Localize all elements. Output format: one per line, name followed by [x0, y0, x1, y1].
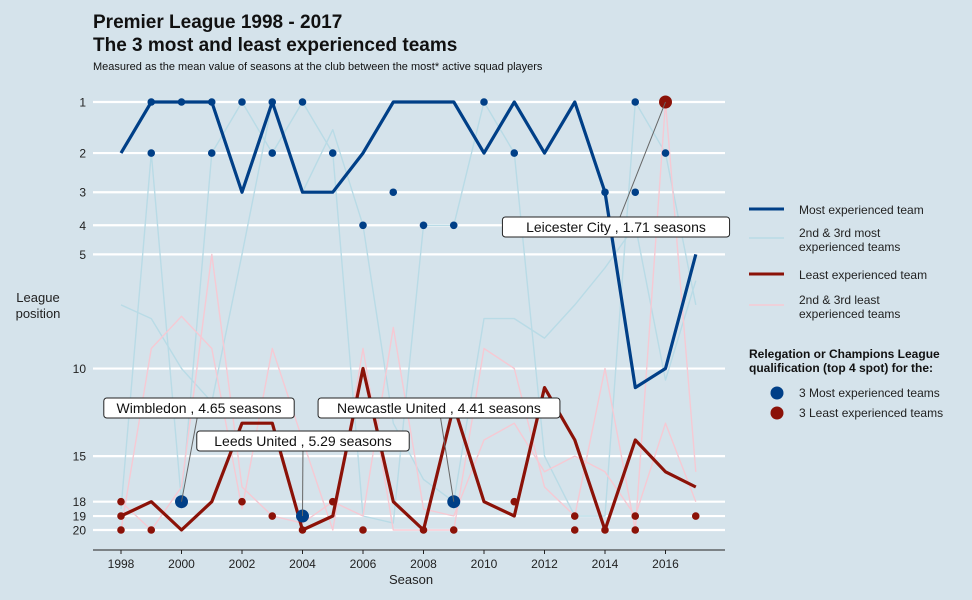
- dot-least-1998-19: [117, 512, 125, 520]
- legend-dot-title-0: Relegation or Champions League: [749, 347, 940, 361]
- dot-most-2006-4: [359, 221, 367, 230]
- annotation-leader-3: [615, 101, 666, 228]
- y-tick-label-5: 5: [79, 248, 86, 262]
- dot-most-1999-2: [147, 149, 156, 157]
- y-tick-label-3: 3: [79, 186, 86, 200]
- x-tick-label-2002: 2002: [229, 557, 256, 571]
- y-axis-title-line1: League: [16, 290, 59, 305]
- annotation-box-0: [103, 397, 295, 419]
- main-series-lines: [119, 100, 698, 532]
- series-line-least-1: [120, 366, 697, 532]
- dot-most-2014-3: [601, 188, 609, 197]
- x-axis-title: Season: [389, 572, 433, 587]
- dot-most-2001-1: [207, 98, 216, 106]
- y-tick-label-19: 19: [73, 510, 87, 524]
- dot-most-2001-2: [207, 149, 216, 157]
- legend-dot-label-least: 3 Least experienced teams: [799, 406, 943, 420]
- dot-least-2013-19: [570, 512, 579, 520]
- dot-least-2011-18: [510, 497, 519, 506]
- chart-subtitle: Measured as the mean value of seasons at…: [93, 61, 543, 73]
- annotation-label-1: Leeds United , 5.29 seasons: [214, 433, 391, 449]
- dot-most-2016-2: [661, 149, 670, 157]
- dot-most-2011-2: [510, 149, 519, 157]
- y-tick-label-15: 15: [73, 450, 87, 464]
- dot-most-1999-1: [147, 98, 156, 106]
- dot-least-1998-18: [117, 497, 125, 506]
- dot-most-2003-1: [268, 98, 277, 106]
- series-line-least_light-4: [120, 101, 697, 531]
- dot-most-2005-2: [328, 149, 337, 157]
- x-tick-label-2010: 2010: [471, 557, 498, 571]
- annotations: Wimbledon , 4.65 seasons Leeds United , 5…: [103, 101, 731, 517]
- dot-most-2010-1: [480, 98, 488, 106]
- annotation-leader-2: [438, 407, 455, 502]
- dot-least-2009-20: [449, 526, 458, 534]
- x-tick-label-2006: 2006: [350, 557, 377, 571]
- dot-least-2015-20: [631, 526, 640, 534]
- y-tick-label-1: 1: [79, 96, 86, 110]
- legend-dot-least: [770, 406, 784, 420]
- dot-least-2017-19: [691, 512, 700, 520]
- x-tick-label-2000: 2000: [168, 557, 195, 571]
- dot-least-2015-19: [631, 512, 640, 520]
- dot-least-2002-18: [238, 497, 246, 506]
- dot-most-2004-1: [298, 98, 307, 106]
- y-tick-label-18: 18: [73, 495, 87, 509]
- annotation-label-0: Wimbledon , 4.65 seasons: [117, 400, 282, 416]
- annotation-leader-1: [302, 440, 304, 517]
- dot-most-2009-4: [449, 221, 458, 230]
- x-tick-label-2014: 2014: [592, 557, 619, 571]
- dot-least-2005-18: [328, 497, 337, 506]
- dot-least-2004-20: [298, 526, 307, 534]
- dot-least-2014-20: [601, 526, 609, 534]
- x-tick-label-2012: 2012: [531, 557, 558, 571]
- dot-least-1998-20: [117, 526, 125, 534]
- annotation-box-1: [196, 430, 410, 452]
- dot-least-2008-20: [419, 526, 428, 534]
- chart-title-line2: The 3 most and least experienced teams: [93, 35, 458, 56]
- legend-label-most_light-0: 2nd & 3rd most: [799, 226, 881, 240]
- dot-most-2000-1: [177, 98, 186, 106]
- legend-label-most_light-1: experienced teams: [799, 240, 900, 254]
- legend-dot-most: [770, 386, 784, 400]
- annotation-box-3: [501, 216, 731, 238]
- legend-dot-label-most: 3 Most experienced teams: [799, 386, 940, 400]
- series-line-most_light-3: [120, 101, 697, 524]
- legend-label-least_light-1: experienced teams: [799, 307, 900, 321]
- series-line-most-0: [119, 100, 698, 390]
- x-tick-label-2016: 2016: [652, 557, 679, 571]
- dot-most-2003-2: [268, 149, 277, 157]
- y-tick-label-20: 20: [73, 524, 87, 538]
- dot-most-2015-3: [631, 188, 640, 197]
- light-series-lines: [120, 101, 697, 531]
- x-tick-label-1998: 1998: [108, 557, 135, 571]
- y-axis-title-line2: position: [16, 306, 61, 321]
- legend-label-most-0: Most experienced team: [799, 203, 924, 217]
- y-tick-label-2: 2: [79, 147, 86, 161]
- x-tick-label-2008: 2008: [410, 557, 437, 571]
- dot-least-2006-20: [359, 526, 367, 534]
- legend-dot-title-1: qualification (top 4 spot) for the:: [749, 361, 933, 375]
- y-tick-label-10: 10: [73, 362, 87, 376]
- dot-most-2002-1: [238, 98, 246, 106]
- dot-least-1999-20: [147, 526, 156, 534]
- annotation-label-3: Leicester City , 1.71 seasons: [526, 219, 706, 235]
- annotation-box-2: [317, 397, 561, 419]
- legend-label-least-0: Least experienced team: [799, 268, 927, 282]
- dot-most-2008-4: [419, 221, 428, 230]
- x-tick-label-2004: 2004: [289, 557, 316, 571]
- annotation-leader-0: [181, 407, 200, 502]
- dot-most-2015-1: [631, 98, 640, 106]
- y-tick-label-4: 4: [79, 219, 86, 233]
- dot-least-2003-19: [268, 512, 277, 520]
- legend-label-least_light-0: 2nd & 3rd least: [799, 293, 880, 307]
- dot-most-2007-3: [389, 188, 398, 197]
- annotation-label-2: Newcastle United , 4.41 seasons: [337, 400, 541, 416]
- chart-title-line1: Premier League 1998 - 2017: [93, 12, 343, 33]
- dot-least-2013-20: [570, 526, 579, 534]
